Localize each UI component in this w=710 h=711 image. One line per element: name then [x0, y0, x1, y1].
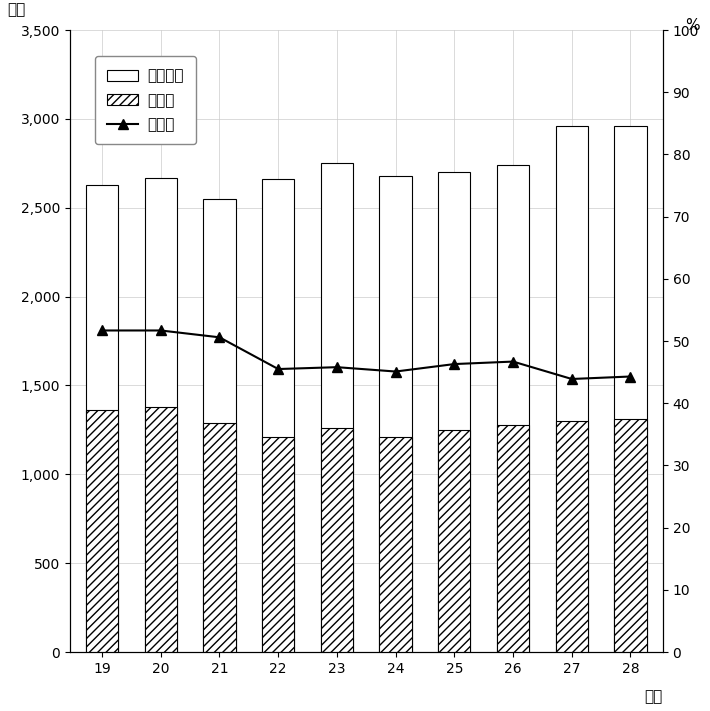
Bar [379, 437, 412, 652]
Line: 構成比: 構成比 [97, 326, 635, 384]
Y-axis label: %: % [685, 18, 700, 33]
構成比 [156, 326, 165, 335]
Bar [321, 428, 353, 652]
構成比 [215, 333, 224, 341]
構成比 [626, 373, 635, 381]
構成比 [333, 363, 342, 371]
Bar [556, 126, 588, 652]
Bar [497, 165, 529, 652]
Bar [438, 430, 471, 652]
Bar [203, 199, 236, 652]
Bar [438, 172, 471, 652]
Bar [262, 179, 295, 652]
Y-axis label: 億円: 億円 [7, 3, 26, 18]
Bar [497, 424, 529, 652]
構成比 [450, 360, 459, 368]
構成比 [391, 368, 400, 376]
Bar [379, 176, 412, 652]
構成比 [274, 365, 283, 373]
Bar [86, 410, 118, 652]
Bar [86, 185, 118, 652]
構成比 [567, 375, 576, 383]
Bar [145, 407, 177, 652]
構成比 [509, 358, 518, 366]
Bar [203, 423, 236, 652]
Bar [556, 421, 588, 652]
Bar [614, 419, 647, 652]
Bar [321, 164, 353, 652]
Bar [614, 126, 647, 652]
Bar [145, 178, 177, 652]
構成比 [98, 326, 106, 335]
Legend: 歳入総額, 市　税, 構成比: 歳入総額, 市 税, 構成比 [95, 56, 196, 144]
Bar [262, 437, 295, 652]
X-axis label: 年度: 年度 [645, 690, 663, 705]
